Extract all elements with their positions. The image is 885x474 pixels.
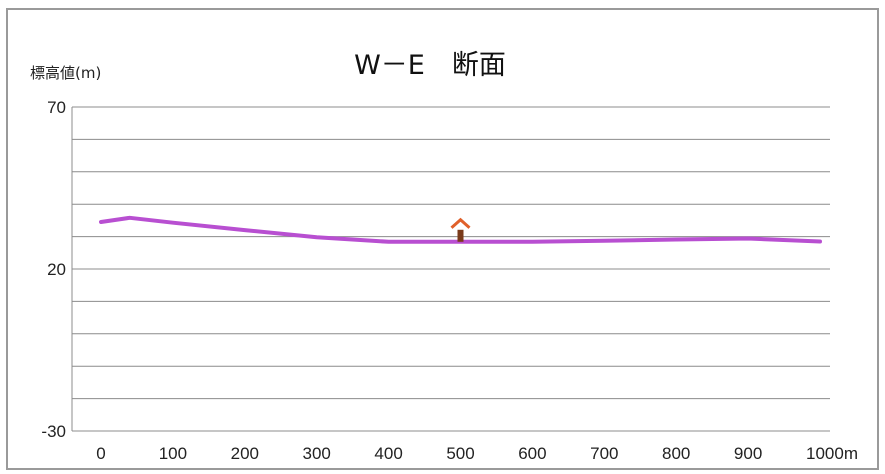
landmark-arrow-icon (450, 217, 471, 242)
x-tick-label: 1000m (806, 444, 858, 463)
y-tick-label: -30 (41, 422, 66, 441)
gridlines (71, 106, 830, 432)
profile-chart: W－E 断面 標高値(m) 70 20 -30 0 100 200 300 400 500 60… (30, 50, 858, 463)
landmark-arrow-stem (457, 229, 464, 242)
x-tick-label: 100 (159, 444, 187, 463)
y-axis-label: 標高値(m) (30, 64, 101, 82)
landmark-arrow-head (450, 217, 471, 229)
x-tick-label: 400 (374, 444, 402, 463)
chart-frame: W－E 断面 標高値(m) 70 20 -30 0 100 200 300 400 500 60… (6, 8, 879, 470)
x-tick-label: 0 (96, 444, 105, 463)
y-tick-label: 70 (47, 98, 66, 117)
y-tick-label: 20 (47, 260, 66, 279)
x-tick-label: 900 (734, 444, 762, 463)
x-tick-labels: 0 100 200 300 400 500 600 700 800 900 1000m (96, 444, 858, 463)
series-layer (99, 215, 822, 244)
x-tick-label: 300 (303, 444, 331, 463)
series-line (99, 215, 822, 244)
x-tick-label: 800 (662, 444, 690, 463)
x-tick-label: 200 (231, 444, 259, 463)
y-tick-labels: 70 20 -30 (41, 98, 66, 441)
x-tick-label: 500 (446, 444, 474, 463)
chart-title: W－E 断面 (354, 50, 506, 81)
x-tick-label: 600 (518, 444, 546, 463)
x-tick-label: 700 (590, 444, 618, 463)
